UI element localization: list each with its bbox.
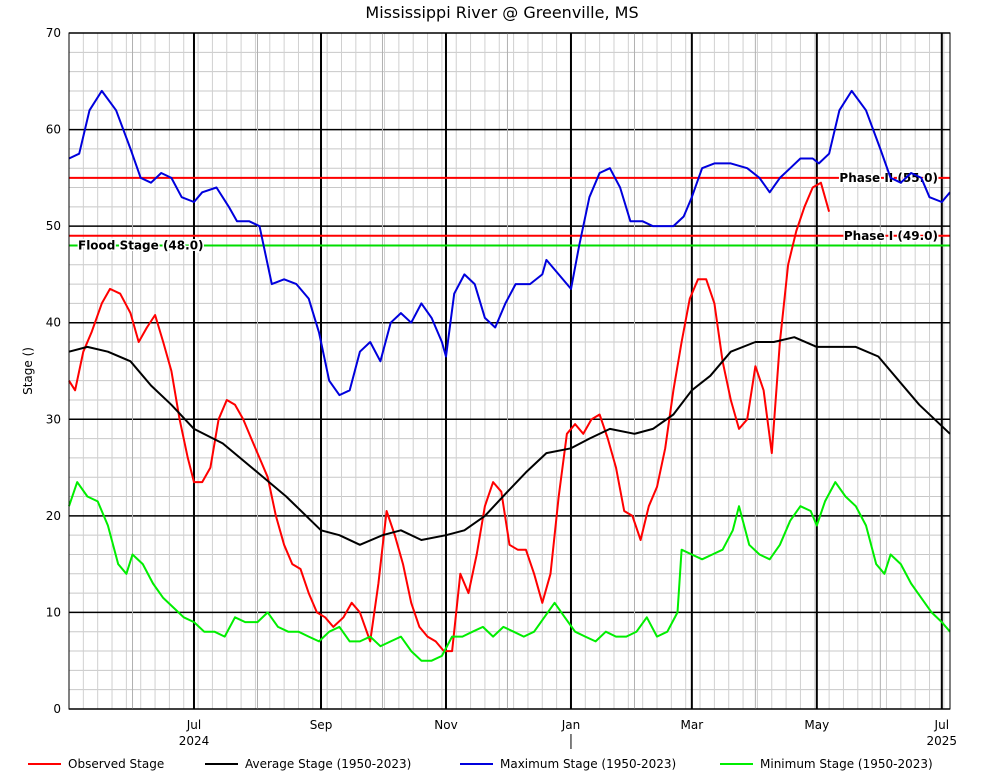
grid <box>68 32 950 710</box>
y-tick-label: 30 <box>46 412 61 426</box>
x-tick-label: May <box>804 718 829 732</box>
x-tick-label: Jul <box>934 718 949 732</box>
threshold-label: Flood Stage (48.0) <box>78 238 204 252</box>
legend-label: Minimum Stage (1950-2023) <box>760 757 933 771</box>
year-label: 2025 <box>927 734 958 748</box>
y-tick-label: 60 <box>46 123 61 137</box>
y-tick-label: 20 <box>46 509 61 523</box>
year-label: 2024 <box>179 734 210 748</box>
x-tick-label: Sep <box>310 718 333 732</box>
x-tick-label: Jan <box>561 718 581 732</box>
y-tick-label: 50 <box>46 219 61 233</box>
threshold-label: Phase I (49.0) <box>844 229 938 243</box>
y-tick-label: 0 <box>53 702 61 716</box>
legend-label: Observed Stage <box>68 757 164 771</box>
legend-label: Average Stage (1950-2023) <box>245 757 411 771</box>
series-line <box>68 181 831 653</box>
legend: Observed Stage Average Stage (1950-2023) M… <box>28 757 933 771</box>
plot-area <box>69 33 950 709</box>
axes: 0 10 20 30 40 50 60 70 Jul Sep Nov Jan Mar May Jul 2024… <box>46 26 957 749</box>
y-tick-label: 70 <box>46 26 61 40</box>
x-tick-label: Jul <box>186 718 201 732</box>
series-line <box>68 89 951 397</box>
threshold-lines: Phase II (55.0)Phase I (49.0)Flood Stage… <box>69 169 950 254</box>
y-tick-label: 40 <box>46 316 61 330</box>
chart-title: Mississippi River @ Greenville, MS <box>365 3 638 22</box>
plot-frame <box>68 32 951 710</box>
legend-label: Maximum Stage (1950-2023) <box>500 757 676 771</box>
series-lines <box>68 89 951 662</box>
x-tick-label: Mar <box>681 718 704 732</box>
y-tick-label: 10 <box>46 605 61 619</box>
series-line <box>68 481 951 662</box>
series-line <box>68 336 951 546</box>
x-tick-label: Nov <box>434 718 457 732</box>
y-axis-label: Stage () <box>21 347 35 395</box>
